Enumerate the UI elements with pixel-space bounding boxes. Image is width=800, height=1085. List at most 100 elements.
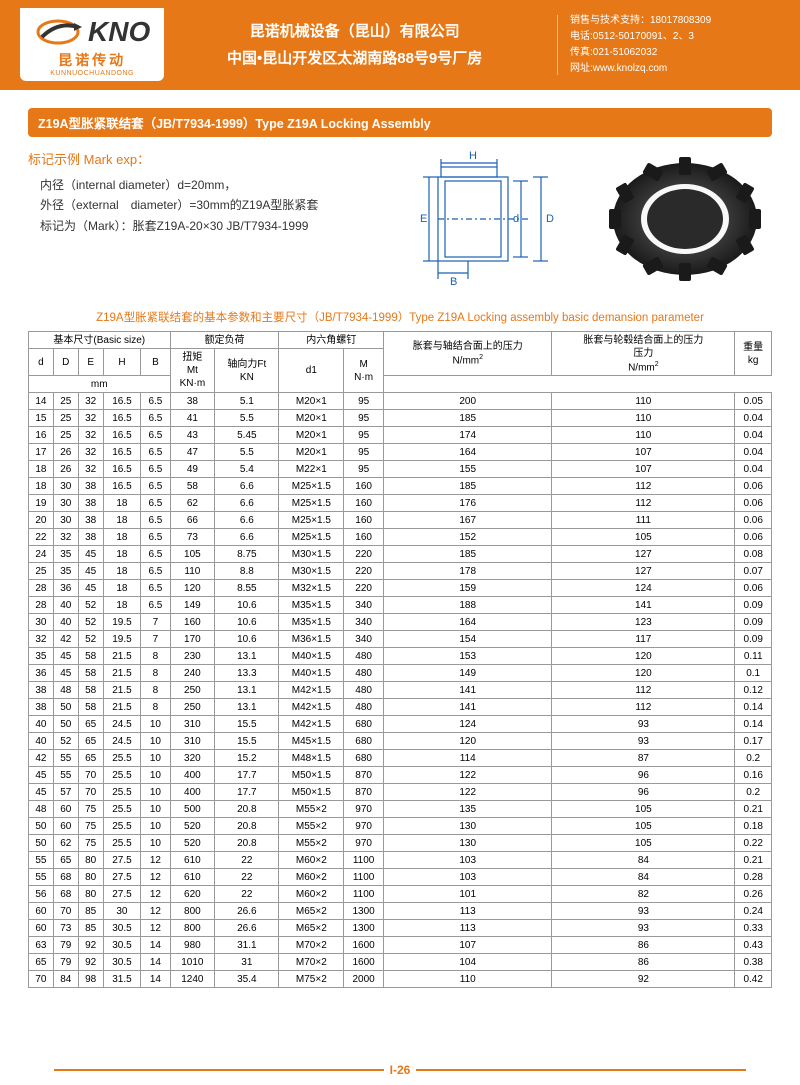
table-cell: 30.5 — [103, 937, 141, 954]
table-cell: M65×2 — [279, 903, 344, 920]
table-cell: 18 — [103, 563, 141, 580]
table-cell: 610 — [170, 869, 215, 886]
table-cell: 92 — [552, 971, 735, 988]
table-cell: 340 — [344, 614, 384, 631]
table-cell: 20.8 — [215, 801, 279, 818]
table-cell: 93 — [552, 733, 735, 750]
table-cell: 45 — [53, 648, 78, 665]
table-cell: 26 — [53, 444, 78, 461]
table-cell: 84 — [53, 971, 78, 988]
table-cell: 174 — [384, 427, 552, 444]
table-cell: 124 — [552, 580, 735, 597]
table-row: 50607525.51052020.8M55×29701301050.18 — [29, 818, 772, 835]
table-cell: 120 — [552, 648, 735, 665]
table-cell: 25 — [29, 563, 54, 580]
table-row: 45557025.51040017.7M50×1.5870122960.16 — [29, 767, 772, 784]
header-divider — [557, 15, 558, 75]
table-cell: 0.09 — [735, 597, 772, 614]
logo-subtitle-pinyin: KUNNUOCHUANDONG — [50, 70, 134, 77]
table-cell: 7 — [141, 631, 170, 648]
diagram-svg: H B E d D — [383, 149, 583, 289]
table-cell: 18 — [103, 597, 141, 614]
table-cell: 32 — [29, 631, 54, 648]
table-cell: 6.6 — [215, 478, 279, 495]
table-cell: 24.5 — [103, 716, 141, 733]
table-cell: 70 — [53, 903, 78, 920]
table-cell: 95 — [344, 393, 384, 410]
table-cell: 1100 — [344, 869, 384, 886]
table-cell: 38 — [78, 478, 103, 495]
table-cell: 220 — [344, 563, 384, 580]
table-cell: 107 — [552, 444, 735, 461]
th-H: H — [103, 349, 141, 376]
table-cell: 6.6 — [215, 512, 279, 529]
table-cell: 24 — [29, 546, 54, 563]
table-row: 17263216.56.5475.5M20×1951641070.04 — [29, 444, 772, 461]
table-cell: 20 — [29, 512, 54, 529]
table-cell: 10 — [141, 818, 170, 835]
table-cell: 52 — [78, 597, 103, 614]
table-cell: 18 — [103, 512, 141, 529]
table-cell: 63 — [29, 937, 54, 954]
table-cell: 10 — [141, 767, 170, 784]
table-cell: 22 — [215, 886, 279, 903]
table-cell: 22 — [29, 529, 54, 546]
th-mm: mm — [29, 376, 171, 393]
table-cell: 15.2 — [215, 750, 279, 767]
table-cell: 870 — [344, 784, 384, 801]
logo-swoosh-icon — [34, 17, 82, 47]
table-cell: 6.5 — [141, 444, 170, 461]
table-cell: M65×2 — [279, 920, 344, 937]
table-cell: 16.5 — [103, 393, 141, 410]
table-cell: M30×1.5 — [279, 563, 344, 580]
table-cell: M20×1 — [279, 393, 344, 410]
table-cell: 0.18 — [735, 818, 772, 835]
table-cell: M60×2 — [279, 852, 344, 869]
table-cell: 40 — [53, 597, 78, 614]
table-cell: 114 — [384, 750, 552, 767]
table-cell: 10.6 — [215, 631, 279, 648]
table-cell: 0.1 — [735, 665, 772, 682]
table-cell: 110 — [552, 410, 735, 427]
table-cell: 38 — [78, 512, 103, 529]
table-row: 40526524.51031015.5M45×1.5680120930.17 — [29, 733, 772, 750]
table-cell: 110 — [552, 427, 735, 444]
table-cell: 1300 — [344, 903, 384, 920]
table-cell: 149 — [384, 665, 552, 682]
table-cell: 105 — [552, 801, 735, 818]
th-group-basic: 基本尺寸(Basic size) — [29, 332, 171, 349]
table-cell: 86 — [552, 937, 735, 954]
table-cell: 35 — [53, 546, 78, 563]
th-weight: 重量kg — [735, 332, 772, 376]
table-cell: M55×2 — [279, 835, 344, 852]
table-cell: 400 — [170, 767, 215, 784]
table-cell: 970 — [344, 818, 384, 835]
table-cell: 25 — [53, 393, 78, 410]
table-cell: 58 — [170, 478, 215, 495]
table-cell: 10 — [141, 784, 170, 801]
th-group-hex: 内六角螺钉 — [279, 332, 384, 349]
table-cell: 155 — [384, 461, 552, 478]
table-cell: 52 — [78, 631, 103, 648]
table-cell: 0.06 — [735, 529, 772, 546]
table-cell: 310 — [170, 716, 215, 733]
table-cell: 13.3 — [215, 665, 279, 682]
contact-tel: 电话:0512-50170091、2、3 — [570, 29, 780, 45]
table-cell: 110 — [552, 393, 735, 410]
table-cell: 26.6 — [215, 903, 279, 920]
table-cell: 0.12 — [735, 682, 772, 699]
table-cell: 5.5 — [215, 444, 279, 461]
table-cell: 127 — [552, 546, 735, 563]
table-cell: 16.5 — [103, 461, 141, 478]
table-row: 18303816.56.5586.6M25×1.51601851120.06 — [29, 478, 772, 495]
table-cell: 58 — [78, 682, 103, 699]
table-cell: 20.8 — [215, 818, 279, 835]
table-cell: 0.33 — [735, 920, 772, 937]
table-cell: 25.5 — [103, 750, 141, 767]
table-cell: 870 — [344, 767, 384, 784]
table-cell: 480 — [344, 682, 384, 699]
table-cell: 65 — [78, 733, 103, 750]
table-cell: 230 — [170, 648, 215, 665]
table-row: 203038186.5666.6M25×1.51601671110.06 — [29, 512, 772, 529]
table-cell: 65 — [78, 750, 103, 767]
